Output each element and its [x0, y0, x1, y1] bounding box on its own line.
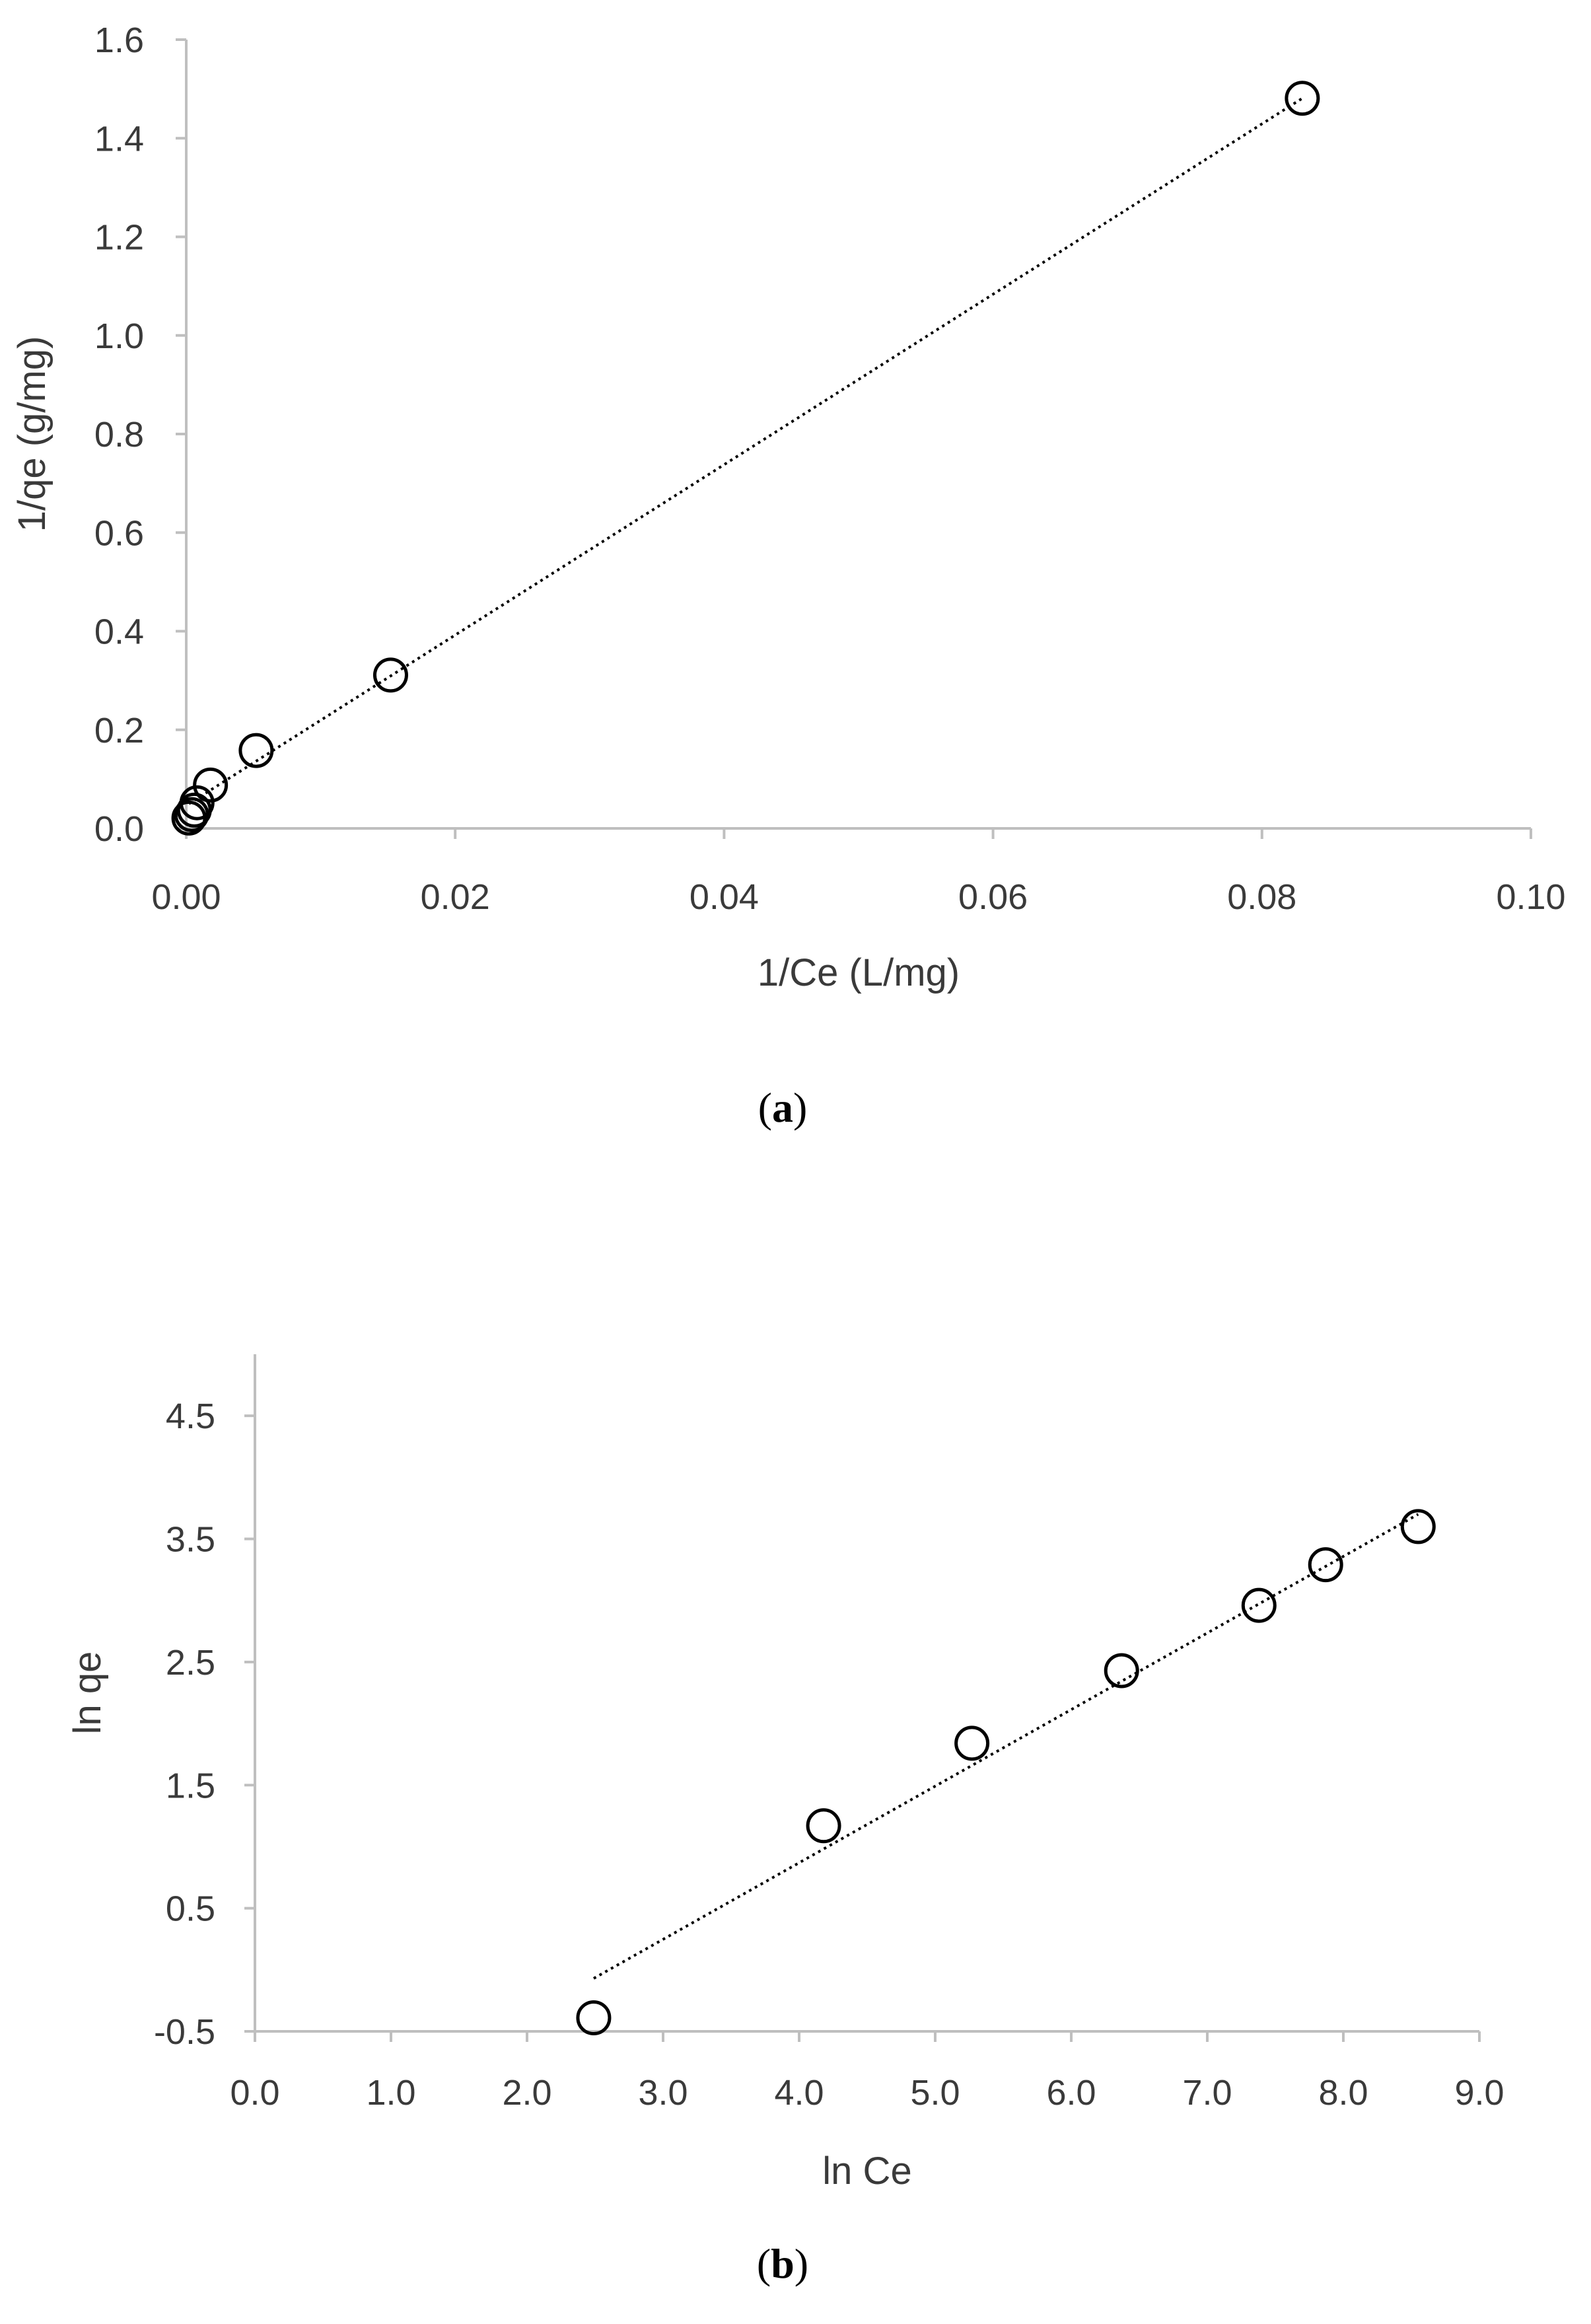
y-tick-label-b: 3.5 [166, 1520, 215, 1560]
y-tick-label-a: 1.2 [94, 218, 144, 258]
y-tick-label-b: -0.5 [154, 2012, 215, 2052]
x-tick-label-a: 0.00 [151, 877, 221, 917]
data-point-b [806, 1808, 841, 1844]
x-tick-label-b: 7.0 [1182, 2073, 1232, 2113]
data-point-a [238, 733, 274, 768]
data-point-b [1308, 1547, 1343, 1583]
data-point-a [193, 767, 229, 803]
data-point-b [1104, 1653, 1139, 1689]
panel-caption-b-letter: b [771, 2240, 795, 2287]
y-axis-label-b: ln qe [66, 1652, 109, 1735]
x-tick-label-a: 0.06 [958, 877, 1028, 917]
y-tick-label-a: 0.0 [94, 809, 144, 849]
x-tick-label-b: 6.0 [1046, 2073, 1096, 2113]
y-tick-label-a: 0.6 [94, 513, 144, 553]
x-tick-label-b: 1.0 [366, 2073, 415, 2113]
chart-b: -0.5 0.5 1.5 2.5 3.5 4.5 0.0 1.0 2.0 3.0 4.0 5.0 6.0… [66, 1354, 1504, 2193]
y-tick-label-a: 0.2 [94, 711, 144, 750]
y-tick-label-a: 0.8 [94, 415, 144, 454]
data-point-a [179, 785, 215, 820]
panel-caption-a: (a) [758, 1084, 808, 1131]
x-axis-label-b: ln Ce [822, 2150, 911, 2193]
data-point-b [1241, 1587, 1277, 1623]
y-axis-label-a: 1/qe (g/mg) [11, 336, 53, 532]
data-point-a [372, 657, 408, 693]
panel-caption-a-letter: a [772, 1084, 793, 1131]
data-point-b [1400, 1509, 1436, 1544]
x-tick-label-a: 0.10 [1496, 877, 1565, 917]
data-point-b [954, 1725, 990, 1761]
x-tick-label-b: 4.0 [774, 2073, 824, 2113]
y-tick-label-a: 1.0 [94, 316, 144, 356]
panel-caption-b: (b) [757, 2240, 808, 2287]
x-tick-label-b: 9.0 [1454, 2073, 1504, 2113]
y-tick-label-b: 1.5 [166, 1766, 215, 1805]
trendline-b [592, 1513, 1419, 1980]
data-point-a [1285, 81, 1320, 116]
x-tick-label-b: 0.0 [230, 2073, 279, 2113]
y-tick-label-a: 1.6 [94, 20, 144, 60]
data-point-b [576, 2000, 612, 2035]
y-tick-label-b: 4.5 [166, 1397, 215, 1436]
x-tick-label-a: 0.08 [1227, 877, 1296, 917]
y-tick-label-b: 0.5 [166, 1889, 215, 1929]
y-tick-label-a: 1.4 [94, 119, 144, 159]
x-tick-label-b: 3.0 [638, 2073, 688, 2113]
y-tick-label-b: 2.5 [166, 1643, 215, 1683]
x-tick-label-a: 0.02 [421, 877, 490, 917]
y-tick-label-a: 0.4 [94, 612, 144, 652]
x-tick-label-b: 2.0 [502, 2073, 551, 2113]
x-axis-label-a: 1/Ce (L/mg) [758, 951, 960, 994]
x-tick-label-b: 8.0 [1318, 2073, 1368, 2113]
trendline-a [188, 97, 1303, 805]
chart-a: 0.0 0.2 0.4 0.6 0.8 1.0 1.2 1.4 1.6 0.00 0.02 0.04 0… [11, 20, 1566, 994]
x-tick-label-a: 0.04 [689, 877, 759, 917]
x-tick-label-b: 5.0 [910, 2073, 960, 2113]
